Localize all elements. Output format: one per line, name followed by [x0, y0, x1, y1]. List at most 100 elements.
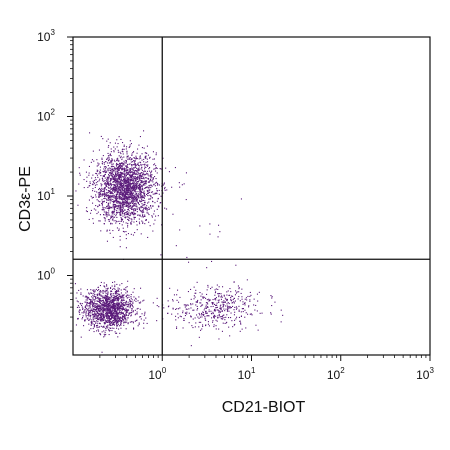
data-point	[96, 316, 98, 318]
x-tick-label: 102	[327, 366, 345, 382]
data-point	[110, 196, 112, 198]
data-point	[132, 321, 134, 323]
data-point	[126, 291, 128, 293]
data-point	[100, 300, 102, 302]
data-point	[112, 293, 114, 295]
data-point	[130, 223, 132, 225]
data-point	[206, 315, 208, 317]
data-point	[172, 307, 174, 309]
data-point	[125, 178, 127, 180]
data-point	[119, 312, 121, 314]
data-point	[87, 317, 89, 319]
data-point	[141, 180, 143, 182]
data-point	[226, 310, 228, 312]
data-point	[116, 179, 118, 181]
data-point	[156, 184, 158, 186]
data-point	[221, 316, 223, 318]
data-point	[95, 305, 97, 307]
data-point	[131, 179, 133, 181]
data-point	[113, 308, 115, 310]
data-point	[258, 291, 260, 293]
data-point	[102, 178, 104, 180]
data-point	[132, 173, 134, 175]
data-point	[202, 297, 204, 299]
data-point	[114, 176, 116, 178]
data-point	[122, 185, 124, 187]
data-point	[124, 315, 126, 317]
data-point	[122, 215, 124, 217]
data-point	[141, 198, 143, 200]
data-point	[108, 191, 110, 193]
data-point	[120, 324, 122, 326]
data-point	[100, 303, 102, 305]
data-point	[222, 306, 224, 308]
data-point	[157, 215, 159, 217]
data-point	[78, 306, 80, 308]
data-point	[247, 313, 249, 315]
data-point	[123, 194, 125, 196]
data-point	[147, 187, 149, 189]
data-point	[137, 178, 139, 180]
data-point	[129, 193, 131, 195]
data-point	[117, 143, 119, 145]
data-point	[114, 186, 116, 188]
data-point	[103, 303, 105, 305]
data-point	[85, 316, 87, 318]
data-point	[122, 221, 124, 223]
data-point	[127, 198, 129, 200]
data-point	[133, 211, 135, 213]
data-point	[126, 146, 128, 148]
data-point	[97, 297, 99, 299]
data-point	[106, 317, 108, 319]
data-point	[118, 190, 120, 192]
data-point	[112, 198, 114, 200]
data-point	[156, 167, 158, 169]
data-point	[125, 289, 127, 291]
data-point	[84, 306, 86, 308]
data-point	[140, 191, 142, 193]
data-point	[229, 288, 231, 290]
data-point	[193, 286, 195, 288]
data-point	[110, 223, 112, 225]
data-point	[88, 314, 90, 316]
data-point	[125, 313, 127, 315]
data-point	[130, 175, 132, 177]
data-point	[111, 305, 113, 307]
data-point	[125, 180, 127, 182]
data-point	[121, 174, 123, 176]
data-point	[128, 196, 130, 198]
data-point	[113, 151, 115, 153]
data-point	[128, 204, 130, 206]
data-point	[103, 207, 105, 209]
data-point	[113, 201, 115, 203]
data-point	[77, 305, 79, 307]
data-point	[156, 208, 158, 210]
data-point	[126, 186, 128, 188]
data-point	[119, 187, 121, 189]
data-point	[119, 303, 121, 305]
data-point	[129, 146, 131, 148]
data-point	[86, 211, 88, 213]
data-point	[91, 183, 93, 185]
data-point	[163, 182, 165, 184]
data-point	[133, 172, 135, 174]
data-point	[112, 171, 114, 173]
data-point	[77, 318, 79, 320]
data-point	[143, 180, 145, 182]
data-point	[103, 308, 105, 310]
data-point	[169, 287, 171, 289]
data-point	[83, 312, 85, 314]
data-point	[123, 299, 125, 301]
data-point	[113, 323, 115, 325]
data-point	[112, 211, 114, 213]
data-point	[132, 200, 134, 202]
data-point	[78, 183, 80, 185]
data-point	[216, 320, 218, 322]
data-point	[133, 299, 135, 301]
data-point	[119, 246, 121, 248]
data-point	[118, 211, 120, 213]
data-point	[156, 200, 158, 202]
data-point	[123, 183, 125, 185]
data-point	[98, 292, 100, 294]
data-point	[222, 301, 224, 303]
